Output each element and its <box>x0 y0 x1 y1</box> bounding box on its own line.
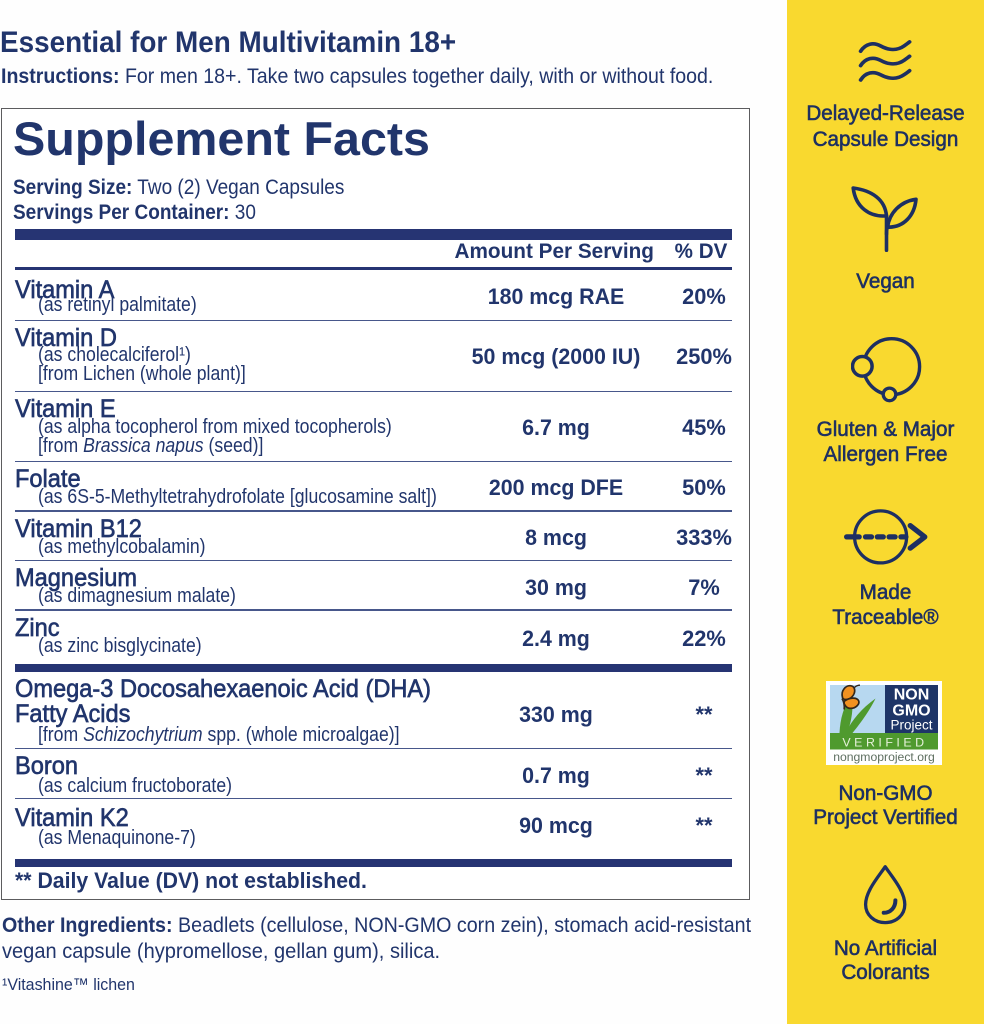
svg-text:nongmoproject.org: nongmoproject.org <box>833 750 935 764</box>
svg-text:VERIFIED: VERIFIED <box>842 735 927 749</box>
svg-text:GMO: GMO <box>892 703 930 720</box>
svg-text:NON: NON <box>894 687 930 704</box>
svg-text:Project: Project <box>890 718 932 733</box>
